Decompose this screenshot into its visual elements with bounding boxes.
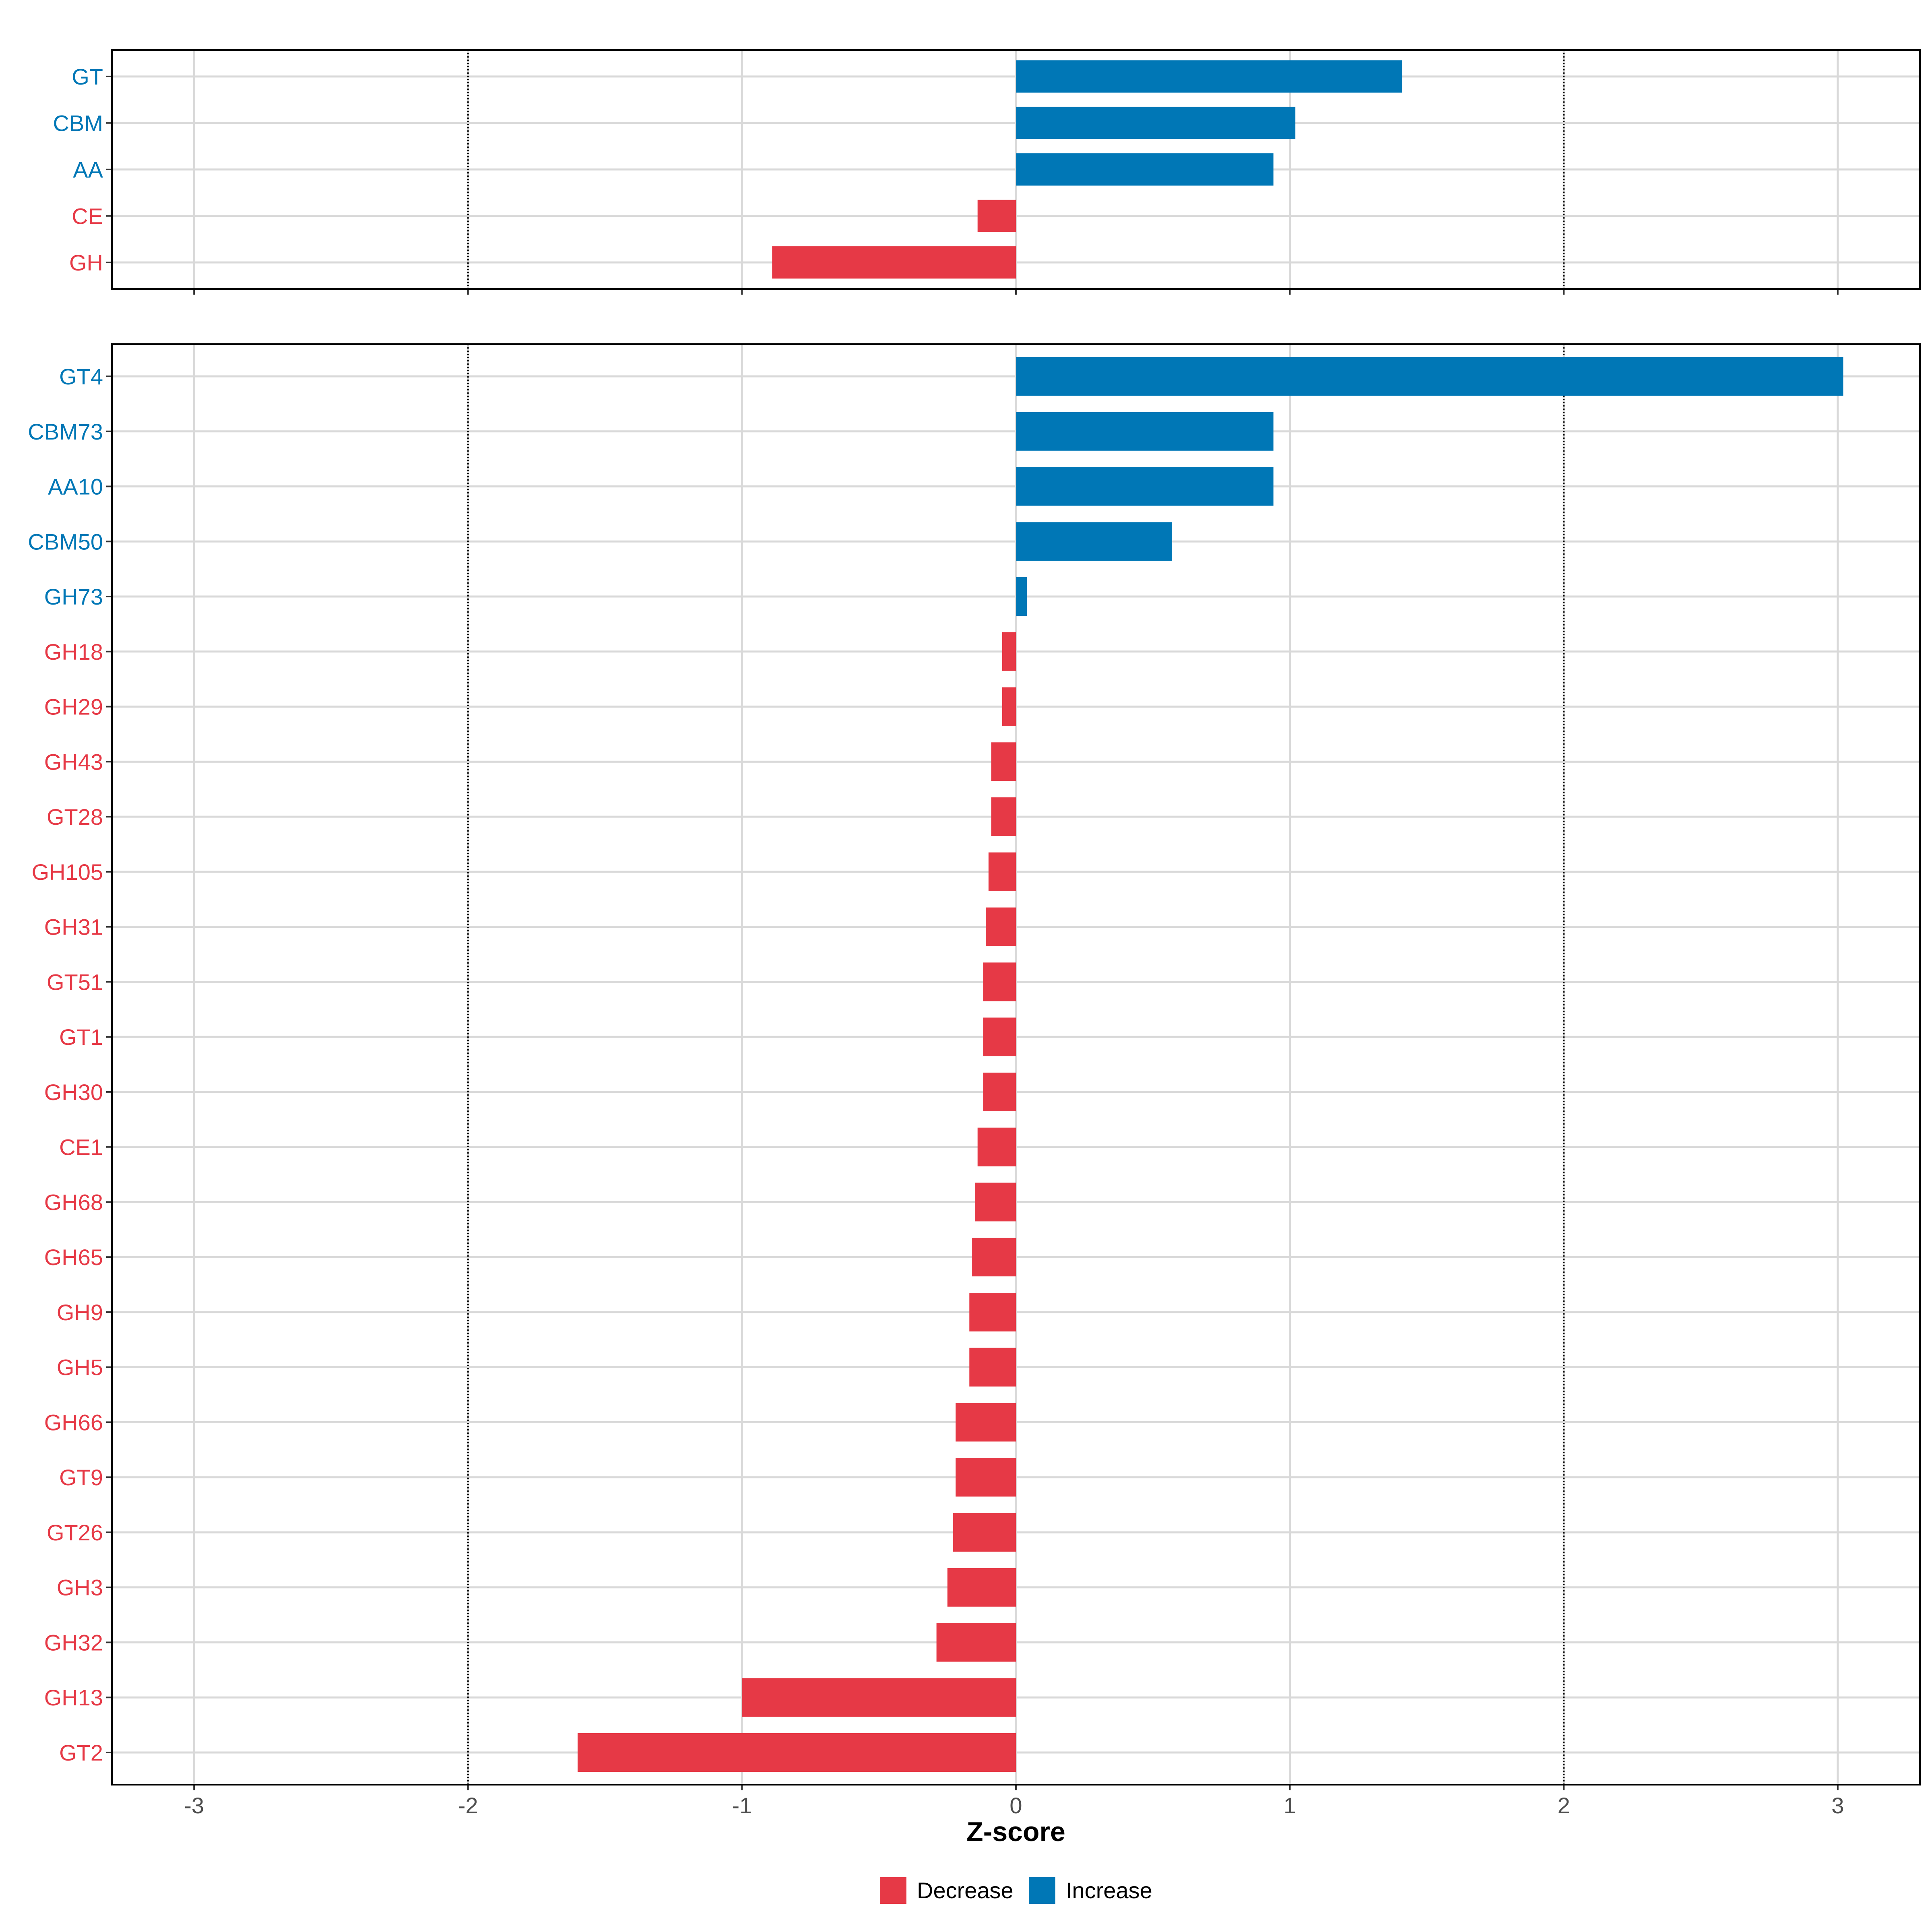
bar-gt2 [578, 1733, 1016, 1772]
category-label: GH5 [57, 1355, 103, 1380]
bar-cbm73 [1016, 412, 1274, 451]
category-label: GH105 [32, 859, 103, 885]
category-label: GT9 [59, 1465, 103, 1490]
category-label: AA10 [48, 474, 103, 500]
category-label: GT28 [47, 804, 103, 830]
category-label: CE1 [59, 1135, 103, 1160]
category-label: CBM50 [28, 529, 103, 554]
legend-label-decrease: Decrease [917, 1878, 1013, 1903]
panel-border [111, 343, 1921, 1785]
x-tick-label: -1 [732, 1793, 752, 1818]
bar-gh66 [956, 1403, 1016, 1442]
legend-swatch-decrease [880, 1877, 906, 1904]
category-label: GH13 [44, 1685, 103, 1710]
bar-gt26 [953, 1513, 1016, 1552]
legend-label-increase: Increase [1066, 1878, 1152, 1903]
x-tick-label: -2 [458, 1793, 478, 1818]
bar-gh18 [1002, 632, 1016, 671]
x-tick-label: 0 [1009, 1793, 1022, 1818]
bar-gh5 [969, 1348, 1016, 1387]
bar-gt1 [983, 1018, 1016, 1057]
bar-cbm50 [1016, 522, 1172, 561]
category-label: CBM [53, 111, 103, 136]
category-label: GH68 [44, 1189, 103, 1215]
bottom-panel: GT4 CBM73 AA10 CBM50 GH73 GH18 GH29 GH43 GT28 GH1… [28, 343, 1921, 1790]
bar-gh30 [983, 1072, 1016, 1111]
legend: Decrease Increase [880, 1877, 1152, 1904]
category-label: GT1 [59, 1024, 103, 1050]
category-label: GH3 [57, 1575, 103, 1600]
bar-gh3 [947, 1568, 1016, 1607]
x-tick-label: 3 [1831, 1793, 1844, 1818]
bar-gh73 [1016, 577, 1027, 616]
category-label: GH18 [44, 639, 103, 665]
x-tick-label: 1 [1284, 1793, 1296, 1818]
bar-gh43 [991, 742, 1016, 781]
x-axis: -3 -2 -1 0 1 2 3 [184, 1793, 1844, 1818]
bar-gh9 [969, 1292, 1016, 1331]
category-label: GT [72, 64, 103, 89]
bar-gh65 [972, 1238, 1016, 1277]
x-tick-label: -3 [184, 1793, 204, 1818]
category-label: CBM73 [28, 419, 103, 444]
x-tick-label: 2 [1558, 1793, 1570, 1818]
category-label: AA [73, 157, 103, 182]
x-axis-title: Z-score [966, 1816, 1065, 1847]
bar-aa [1016, 153, 1274, 186]
category-label: GH43 [44, 749, 103, 774]
bar-gh31 [986, 907, 1016, 946]
bar-gh29 [1002, 687, 1016, 726]
bar-gh68 [974, 1183, 1016, 1222]
top-panel: GT CBM AA CE GH [53, 49, 1921, 295]
bar-gh [772, 246, 1016, 279]
category-label: GT26 [47, 1520, 103, 1545]
category-label: GH30 [44, 1080, 103, 1105]
category-label: GT2 [59, 1740, 103, 1765]
bar-aa10 [1016, 467, 1274, 506]
bar-ce1 [977, 1127, 1016, 1166]
category-label: GH66 [44, 1410, 103, 1435]
panel-border [111, 49, 1921, 290]
category-label: GH31 [44, 914, 103, 940]
bar-gh13 [742, 1678, 1016, 1717]
bar-ce [977, 200, 1016, 232]
bar-cbm [1016, 107, 1296, 139]
category-label: GT51 [47, 969, 103, 995]
category-label: CE [72, 204, 103, 229]
bar-gh105 [988, 852, 1016, 891]
legend-swatch-increase [1029, 1877, 1055, 1904]
category-label: GH9 [57, 1300, 103, 1325]
bar-gt9 [956, 1458, 1016, 1497]
category-label: GH73 [44, 584, 103, 609]
category-label: GT4 [59, 364, 103, 389]
category-label: GH [69, 250, 103, 275]
bar-gt [1016, 60, 1402, 93]
bar-gt51 [983, 962, 1016, 1001]
category-label: GH32 [44, 1630, 103, 1655]
bar-gt4 [1016, 357, 1843, 396]
bar-gh32 [936, 1623, 1016, 1662]
category-label: GH29 [44, 694, 103, 720]
category-label: GH65 [44, 1245, 103, 1270]
bar-gt28 [991, 797, 1016, 836]
